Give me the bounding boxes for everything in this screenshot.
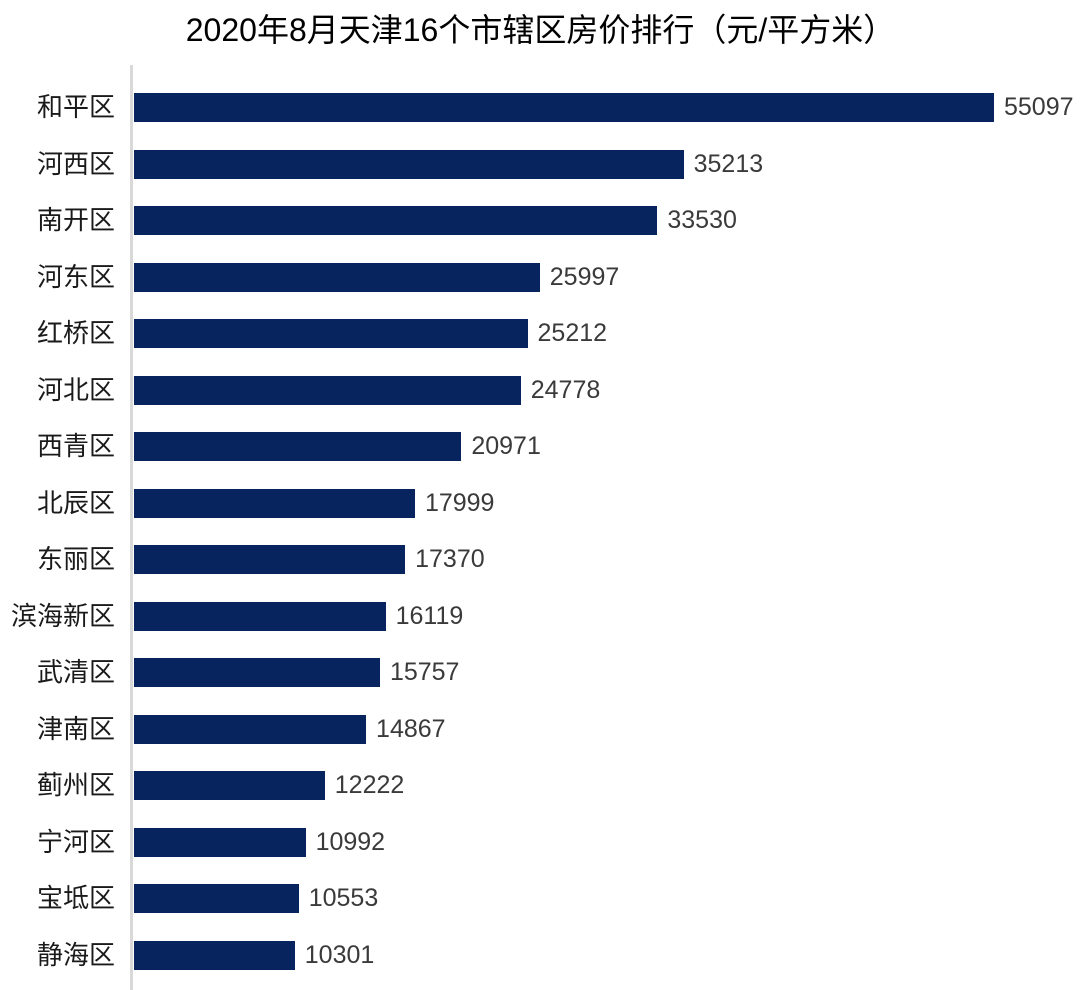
bar-3[interactable]: [134, 206, 658, 235]
bar-row: 西青区 20971: [0, 432, 1081, 489]
category-label-4: 河东区: [36, 261, 115, 292]
bar-15[interactable]: [134, 884, 299, 913]
value-label-7: 20971: [471, 432, 541, 460]
value-label-13: 12222: [334, 771, 405, 799]
category-label-2: 河西区: [36, 148, 115, 179]
category-label-15: 宝坻区: [36, 883, 115, 913]
bar-7[interactable]: [134, 432, 462, 461]
bar-1[interactable]: [134, 93, 994, 122]
bar-row: 宁河区 10992: [0, 826, 1081, 885]
category-label-5: 红桥区: [36, 318, 115, 348]
bar-8[interactable]: [134, 488, 415, 518]
category-label-16: 静海区: [36, 939, 115, 970]
bar-row: 河东区 25997: [0, 261, 1081, 320]
bar-16[interactable]: [134, 940, 295, 970]
value-label-9: 17370: [415, 545, 485, 573]
bar-row: 滨海新区 16119: [0, 600, 1081, 659]
chart-title: 2020年8月天津16个市辖区房价排行（元/平方米）: [185, 12, 896, 48]
bar-row: 东丽区 17370: [0, 545, 1081, 602]
category-label-11: 武清区: [36, 657, 115, 687]
value-label-4: 25997: [549, 262, 620, 291]
value-label-14: 10992: [315, 827, 386, 856]
bar-row: 河西区 35213: [0, 148, 1081, 207]
category-label-3: 南开区: [36, 205, 115, 235]
bar-2[interactable]: [134, 149, 684, 179]
bar-row: 河北区 24778: [0, 374, 1081, 433]
bar-row: 蓟州区 12222: [0, 771, 1081, 828]
bar-row: 和平区 55097: [0, 93, 1081, 150]
bar-14[interactable]: [134, 827, 306, 857]
bar-row: 静海区 10301: [0, 939, 1081, 990]
bar-9[interactable]: [134, 545, 406, 574]
bar-11[interactable]: [134, 658, 380, 687]
category-label-12: 津南区: [36, 713, 115, 744]
value-label-8: 17999: [424, 488, 495, 517]
plot-area: 和平区 55097 河西区 35213 南开区 33530 河东区 25997 红桥区 25212…: [0, 65, 1081, 990]
bar-row: 宝坻区 10553: [0, 884, 1081, 941]
value-label-16: 10301: [304, 940, 375, 969]
category-label-1: 和平区: [36, 92, 115, 122]
bar-row: 北辰区 17999: [0, 487, 1081, 546]
category-label-9: 东丽区: [36, 544, 115, 574]
value-label-11: 15757: [389, 658, 460, 686]
value-label-5: 25212: [537, 319, 608, 347]
category-label-10: 滨海新区: [10, 600, 115, 631]
bar-6[interactable]: [134, 375, 521, 405]
value-label-1: 55097: [1004, 93, 1074, 121]
bar-13[interactable]: [134, 771, 325, 800]
value-label-6: 24778: [530, 375, 601, 404]
bar-10[interactable]: [134, 601, 386, 631]
bar-row: 南开区 33530: [0, 206, 1081, 263]
category-label-6: 河北区: [36, 374, 115, 405]
value-label-2: 35213: [693, 149, 764, 178]
value-label-10: 16119: [395, 601, 464, 630]
bar-row: 武清区 15757: [0, 658, 1081, 715]
category-label-8: 北辰区: [36, 487, 115, 518]
bar-4[interactable]: [134, 262, 540, 292]
value-label-12: 14867: [376, 714, 446, 743]
category-label-14: 宁河区: [36, 826, 115, 857]
value-label-3: 33530: [667, 206, 737, 234]
bar-12[interactable]: [134, 714, 367, 744]
bar-row: 红桥区 25212: [0, 319, 1081, 376]
category-label-13: 蓟州区: [36, 770, 115, 800]
category-axis-line: [130, 65, 133, 990]
value-label-15: 10553: [308, 884, 379, 912]
bar-row: 津南区 14867: [0, 713, 1081, 772]
bar-5[interactable]: [134, 319, 528, 348]
category-label-7: 西青区: [36, 431, 115, 461]
